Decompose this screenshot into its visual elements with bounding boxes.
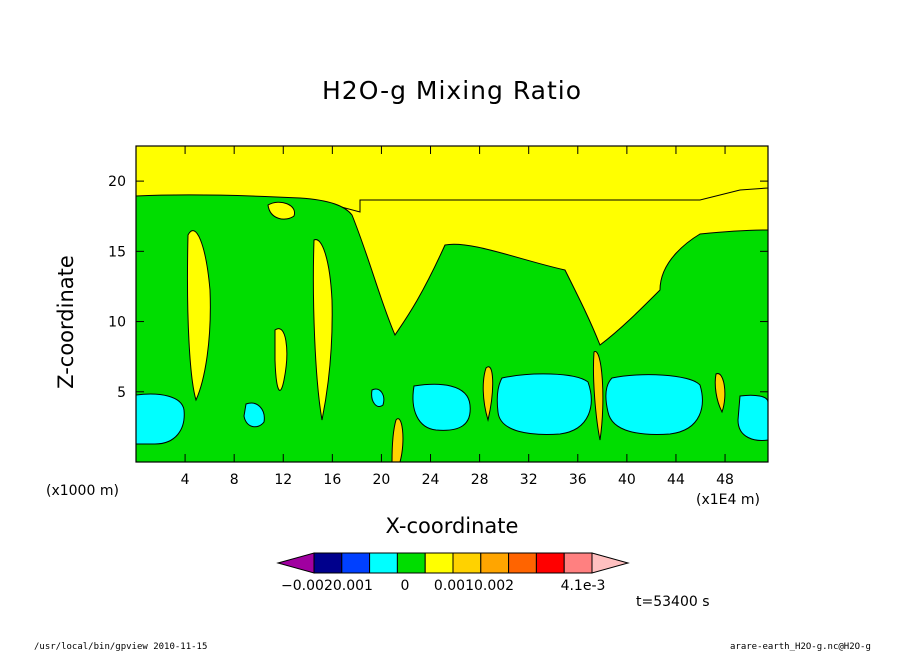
finger-1 bbox=[186, 230, 211, 402]
y-axis-ticks: 5 10 15 20 bbox=[108, 174, 768, 401]
colorbar-segment bbox=[480, 552, 510, 574]
colorbar-label: 0.0010.002 bbox=[434, 578, 514, 594]
colorbar: −0.0020.001 0 0.0010.002 4.1e-3 bbox=[276, 552, 630, 594]
colorbar-arrow-left bbox=[276, 552, 315, 574]
finger-2 bbox=[312, 239, 333, 421]
cyan-blob-2 bbox=[412, 383, 471, 431]
x-axis-ticks: 4 8 12 16 20 24 28 32 36 40 44 48 bbox=[181, 146, 734, 488]
x-tick-label: 36 bbox=[569, 472, 587, 488]
cyan-blob-6 bbox=[243, 402, 265, 428]
x-tick-label: 12 bbox=[274, 472, 292, 488]
chart-title: H2O-g Mixing Ratio bbox=[321, 76, 583, 105]
dry-sliver-4 bbox=[592, 351, 604, 441]
colorbar-arrow-right bbox=[591, 552, 630, 574]
colorbar-label: 0 bbox=[401, 578, 410, 594]
dry-sliver-2 bbox=[714, 373, 726, 414]
dry-sliver-1 bbox=[482, 366, 494, 422]
colorbar-label: 4.1e-3 bbox=[561, 578, 606, 594]
colorbar-segment bbox=[508, 552, 537, 574]
colorbar-segment bbox=[341, 552, 371, 574]
x-tick-label: 48 bbox=[716, 472, 734, 488]
x-unit-left: (x1000 m) bbox=[46, 483, 119, 499]
x-tick-label: 4 bbox=[181, 472, 190, 488]
x-tick-label: 40 bbox=[618, 472, 636, 488]
x-tick-label: 16 bbox=[323, 472, 341, 488]
x-tick-label: 24 bbox=[422, 472, 440, 488]
y-tick-label: 20 bbox=[108, 174, 126, 190]
colorbar-segment bbox=[396, 552, 426, 574]
x-tick-label: 32 bbox=[520, 472, 538, 488]
colorbar-segment bbox=[313, 552, 343, 574]
colorbar-segment bbox=[424, 552, 454, 574]
footer-right: arare-earth_H2O-g.nc@H2O-g bbox=[730, 642, 871, 652]
x-tick-label: 28 bbox=[471, 472, 489, 488]
x-tick-label: 44 bbox=[667, 472, 685, 488]
x-tick-label: 8 bbox=[230, 472, 239, 488]
x-unit-right: (x1E4 m) bbox=[696, 492, 760, 508]
cyan-blob-7 bbox=[371, 388, 385, 407]
x-axis-label: X-coordinate bbox=[385, 514, 519, 538]
y-tick-label: 5 bbox=[117, 385, 126, 401]
y-tick-label: 10 bbox=[108, 315, 126, 331]
bubble-1 bbox=[267, 201, 296, 220]
contour-field bbox=[136, 146, 768, 462]
cyan-blob-3 bbox=[496, 373, 592, 435]
cyan-blob-5 bbox=[737, 394, 768, 441]
colorbar-segment bbox=[452, 552, 482, 574]
cyan-blob-1 bbox=[136, 393, 185, 445]
y-axis-label: Z-coordinate bbox=[54, 255, 78, 389]
x-tick-label: 20 bbox=[373, 472, 391, 488]
colorbar-label: −0.0020.001 bbox=[281, 578, 373, 594]
finger-3 bbox=[274, 328, 288, 391]
plot-frame bbox=[135, 145, 769, 463]
y-tick-label: 15 bbox=[108, 244, 126, 260]
colorbar-segment bbox=[563, 552, 593, 574]
dry-sliver-3 bbox=[391, 418, 404, 462]
colorbar-segment bbox=[535, 552, 565, 574]
colorbar-segment bbox=[369, 552, 398, 574]
cyan-blob-4 bbox=[605, 374, 703, 435]
time-label: t=53400 s bbox=[636, 594, 710, 610]
footer-left: /usr/local/bin/gpview 2010-11-15 bbox=[34, 642, 208, 652]
